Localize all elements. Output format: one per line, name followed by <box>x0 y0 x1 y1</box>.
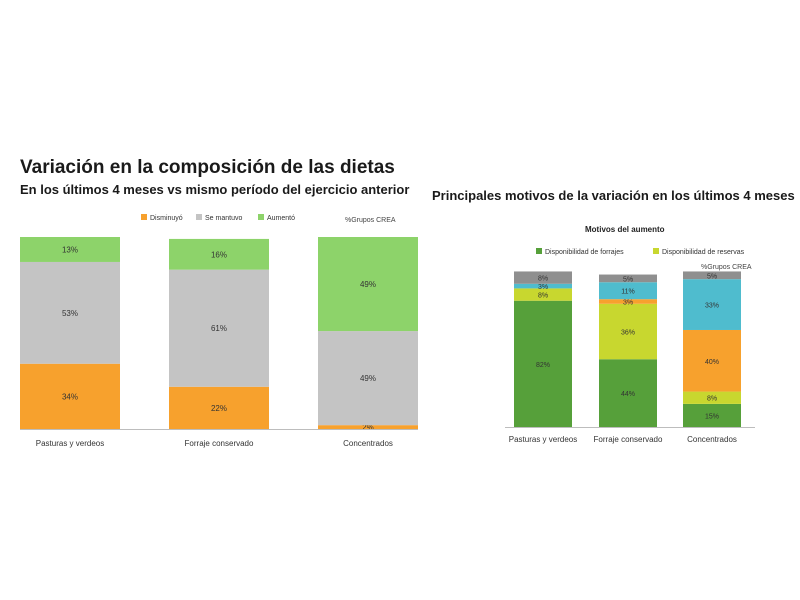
chart-1-data-label-2-0: 2% <box>362 423 374 432</box>
chart-1-legend-label-0: Disminuyó <box>150 215 183 222</box>
chart-1-data-label-0-1: 53% <box>62 309 78 318</box>
chart-2-legend-label-0: Disponibilidad de forrajes <box>545 249 624 256</box>
chart-2-bar-0-4 <box>514 271 572 284</box>
chart-2-bar-2-2 <box>683 329 741 392</box>
chart-2-data-label-0-3: 3% <box>538 284 548 291</box>
chart-1-legend-swatch-2 <box>258 214 264 220</box>
chart-2-category-label-2: Concentrados <box>687 435 737 444</box>
chart-2-data-label-1-0: 44% <box>621 391 635 398</box>
chart-2-category-label-0: Pasturas y verdeos <box>509 435 577 444</box>
chart-2-data-label-2-3: 33% <box>705 303 719 310</box>
chart-1-legend-swatch-0 <box>141 214 147 220</box>
chart-1-data-label-1-0: 22% <box>211 404 227 413</box>
chart-2-bar-2-1 <box>683 391 741 404</box>
left-chart-subtitle: En los últimos 4 meses vs mismo período … <box>20 182 410 197</box>
chart-1-bar-0-2 <box>20 237 120 262</box>
chart-1-legend-label-1: Se mantuvo <box>205 215 242 222</box>
chart-1-bar-0-0 <box>20 363 120 429</box>
chart-2-bar-1-1 <box>599 303 657 360</box>
chart-2-legend-swatch-0 <box>536 248 542 254</box>
chart-2-bar-1-2 <box>599 299 657 304</box>
chart-2-title: Motivos del aumento <box>585 225 665 234</box>
chart-1-data-label-2-2: 49% <box>360 280 376 289</box>
chart-1-data-label-0-0: 34% <box>62 392 78 401</box>
chart-2-data-label-1-2: 3% <box>623 299 633 306</box>
left-chart-title: Variación en la composición de las dieta… <box>20 157 395 178</box>
chart-2-bar-1-3 <box>599 282 657 300</box>
chart-2-data-label-1-4: 5% <box>623 276 633 283</box>
chart-1-data-label-0-2: 13% <box>62 245 78 254</box>
chart-1-legend-swatch-1 <box>196 214 202 220</box>
chart-2-data-label-2-1: 8% <box>707 396 717 403</box>
chart-2-data-label-0-4: 8% <box>538 276 548 283</box>
chart-2-data-label-2-4: 5% <box>707 273 717 280</box>
chart-1-bar-2-1 <box>318 331 418 426</box>
chart-2-data-label-1-3: 11% <box>621 289 635 296</box>
chart-2-bar-2-0 <box>683 403 741 427</box>
chart-1-legend-label-2: Aumentó <box>267 215 295 222</box>
chart-2-legend-swatch-1 <box>653 248 659 254</box>
chart-1-bar-2-2 <box>318 237 418 332</box>
chart-1-bar-0-1 <box>20 261 120 364</box>
chart-2-bar-2-4 <box>683 271 741 280</box>
chart-1-data-label-1-2: 16% <box>211 250 227 259</box>
chart-2-bar-0-0 <box>514 300 572 427</box>
chart-1-bar-1-1 <box>169 269 269 387</box>
chart-2-unit-label: %Grupos CREA <box>701 264 752 271</box>
chart-2-bar-1-0 <box>599 359 657 427</box>
chart-1-unit-label: %Grupos CREA <box>345 217 396 224</box>
chart-1-bar-1-2 <box>169 238 269 270</box>
chart-2-bar-0-1 <box>514 288 572 301</box>
chart-1-category-label-1: Forraje conservado <box>185 439 254 448</box>
chart-1-data-label-1-1: 61% <box>211 324 227 333</box>
chart-2-bar-1-4 <box>599 274 657 283</box>
chart-1-bar-2-0 <box>318 425 418 429</box>
right-chart-heading: Principales motivos de la variación en l… <box>432 188 795 203</box>
chart-2-data-label-1-1: 36% <box>621 330 635 337</box>
chart-2-bar-0-3 <box>514 283 572 289</box>
chart-2-data-label-2-2: 40% <box>705 359 719 366</box>
chart-1-category-label-0: Pasturas y verdeos <box>36 439 104 448</box>
chart-2-bar-2-3 <box>683 279 741 330</box>
chart-1-bar-1-0 <box>169 386 269 429</box>
chart-1-data-label-2-1: 49% <box>360 374 376 383</box>
chart-2-legend-label-1: Disponibilidad de reservas <box>662 249 745 256</box>
chart-2-category-label-1: Forraje conservado <box>594 435 663 444</box>
chart-1-category-label-2: Concentrados <box>343 439 393 448</box>
chart-2-data-label-0-1: 8% <box>538 293 548 300</box>
chart-2-data-label-0-0: 82% <box>536 362 550 369</box>
chart-2-data-label-2-0: 15% <box>705 413 719 420</box>
